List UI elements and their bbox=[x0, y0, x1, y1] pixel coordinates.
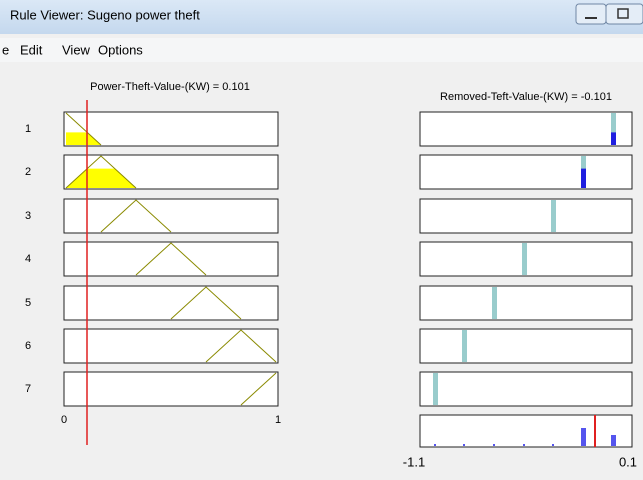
output-level bbox=[492, 287, 497, 319]
menu-item[interactable]: View bbox=[62, 42, 91, 57]
aggregate-box bbox=[419, 414, 633, 448]
membership-function bbox=[205, 329, 277, 363]
aggregate-bar bbox=[611, 435, 616, 446]
rule-number: 5 bbox=[25, 297, 31, 309]
output-rule-box bbox=[419, 198, 633, 234]
rule-number: 6 bbox=[25, 340, 31, 352]
output-axis-max: 0.1 bbox=[619, 454, 637, 469]
output-level bbox=[611, 113, 616, 145]
membership-function bbox=[240, 372, 277, 406]
title-bar bbox=[0, 0, 643, 34]
aggregate-dot bbox=[552, 444, 554, 446]
rule-number: 4 bbox=[25, 253, 31, 265]
membership-function bbox=[65, 112, 102, 146]
rule-number: 1 bbox=[25, 123, 31, 135]
membership-function bbox=[100, 199, 172, 233]
aggregate-dot bbox=[523, 444, 525, 446]
menu-item[interactable]: Edit bbox=[20, 42, 43, 57]
rule-number: 2 bbox=[25, 166, 31, 178]
output-rule-box bbox=[419, 111, 633, 147]
input-axis-min: 0 bbox=[61, 414, 67, 426]
fired-area bbox=[66, 168, 136, 188]
output-rule-box bbox=[419, 328, 633, 364]
aggregate-dot bbox=[434, 444, 436, 446]
aggregate-dot bbox=[493, 444, 495, 446]
input-rule-box bbox=[63, 328, 279, 364]
output-level bbox=[551, 200, 556, 232]
rule-number: 3 bbox=[25, 210, 31, 222]
output-weight bbox=[611, 132, 616, 145]
output-weight bbox=[581, 168, 586, 188]
input-rule-box bbox=[63, 371, 279, 407]
aggregate-dot bbox=[463, 444, 465, 446]
rule-number: 7 bbox=[25, 383, 31, 395]
output-rule-box bbox=[419, 371, 633, 407]
maximize-button[interactable] bbox=[605, 3, 643, 25]
input-rule-box bbox=[63, 111, 279, 147]
input-axis-max: 1 bbox=[275, 414, 281, 426]
input-rule-box bbox=[63, 198, 279, 234]
output-axis-min: -1.1 bbox=[403, 454, 425, 469]
input-rule-box bbox=[63, 241, 279, 277]
aggregate-bar bbox=[581, 428, 586, 446]
output-level bbox=[462, 330, 467, 362]
membership-function bbox=[65, 155, 137, 189]
menu-item[interactable]: Options bbox=[98, 42, 143, 57]
membership-function bbox=[135, 242, 207, 276]
membership-function bbox=[170, 286, 242, 320]
output-level bbox=[522, 243, 527, 275]
menu-bar bbox=[0, 38, 643, 62]
input-rule-box bbox=[63, 285, 279, 321]
input-label: Power-Theft-Value-(KW) = 0.101 bbox=[90, 81, 250, 93]
output-level bbox=[433, 373, 438, 405]
window-title: Rule Viewer: Sugeno power theft bbox=[10, 7, 200, 22]
output-rule-box bbox=[419, 285, 633, 321]
menu-item[interactable]: e bbox=[2, 42, 9, 57]
output-label: Removed-Teft-Value-(KW) = -0.101 bbox=[440, 91, 612, 103]
output-rule-box bbox=[419, 154, 633, 190]
minimize-button[interactable] bbox=[575, 3, 607, 25]
